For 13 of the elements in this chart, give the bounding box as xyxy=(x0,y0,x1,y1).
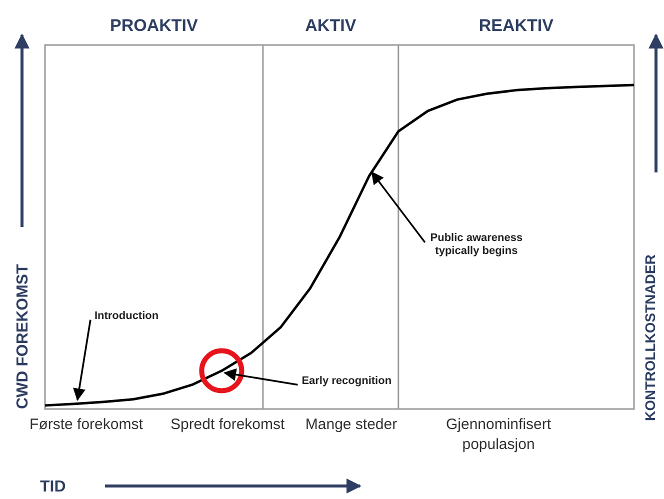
annotation: Early recognition xyxy=(302,374,393,388)
y2-axis-title: KONTROLLKOSTNADER xyxy=(642,254,658,421)
text: AKTIV xyxy=(305,16,357,35)
text: Spredt forekomst xyxy=(169,415,286,435)
annotation: Public awareness typically begins xyxy=(429,232,524,258)
text: Mange steder xyxy=(304,415,398,435)
y-axis-title: CWD FOREKOMST xyxy=(14,264,32,409)
text: Første forekomst xyxy=(28,415,144,435)
text: Gjennominfisert populasjon xyxy=(444,415,552,455)
x-axis-title: TID xyxy=(40,478,66,496)
annotation: Introduction xyxy=(94,310,160,323)
text: PROAKTIV xyxy=(110,16,199,35)
text: REAKTIV xyxy=(478,16,554,35)
